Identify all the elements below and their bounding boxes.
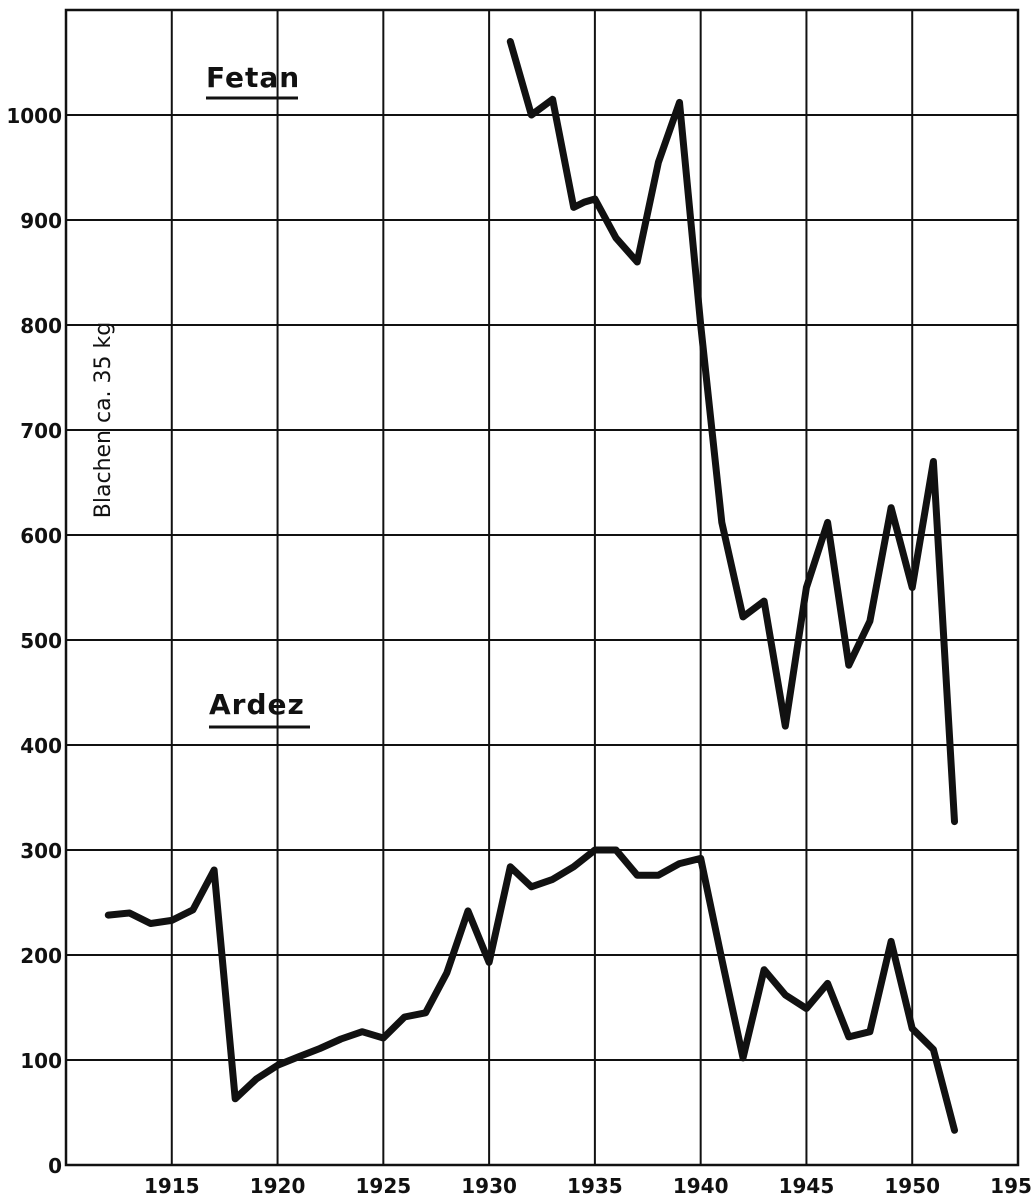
y-tick-label: 800 bbox=[20, 314, 62, 338]
y-tick-label: 500 bbox=[20, 629, 62, 653]
series-line-fetan bbox=[506, 38, 958, 826]
series-labels: Fetan Ardez bbox=[206, 61, 310, 729]
plot-frame bbox=[64, 8, 1020, 1167]
series-label-ardez: Ardez bbox=[209, 688, 305, 721]
y-tick-label: 300 bbox=[20, 839, 62, 863]
y-tick-label: 700 bbox=[20, 419, 62, 443]
y-axis-label: Blachen ca. 35 kg bbox=[91, 322, 116, 518]
y-tick-label: 100 bbox=[20, 1049, 62, 1073]
x-tick-label: 1950 bbox=[884, 1174, 940, 1196]
y-tick-label: 200 bbox=[20, 944, 62, 968]
series-line-ardez bbox=[104, 846, 958, 1134]
x-tick-label: 1945 bbox=[779, 1174, 835, 1196]
x-tick-label: 1935 bbox=[567, 1174, 623, 1196]
y-tick-label: 900 bbox=[20, 209, 62, 233]
series-lines bbox=[104, 38, 958, 1134]
x-tick-label: 1920 bbox=[250, 1174, 306, 1196]
y-tick-label: 400 bbox=[20, 734, 62, 758]
y-tick-label: 1000 bbox=[6, 104, 62, 128]
series-label-fetan: Fetan bbox=[206, 61, 300, 94]
x-tick-label: 1925 bbox=[355, 1174, 411, 1196]
y-tick-label: 600 bbox=[20, 524, 62, 548]
tick-labels: 1915 1920 1925 1930 1935 1940 1945 1950 1955 0 100… bbox=[6, 104, 1032, 1196]
x-tick-label: 1915 bbox=[144, 1174, 200, 1196]
x-tick-label: 1930 bbox=[461, 1174, 517, 1196]
x-tick-label: 1955 bbox=[990, 1174, 1032, 1196]
x-tick-label: 1940 bbox=[673, 1174, 729, 1196]
y-tick-label: 0 bbox=[48, 1154, 62, 1178]
